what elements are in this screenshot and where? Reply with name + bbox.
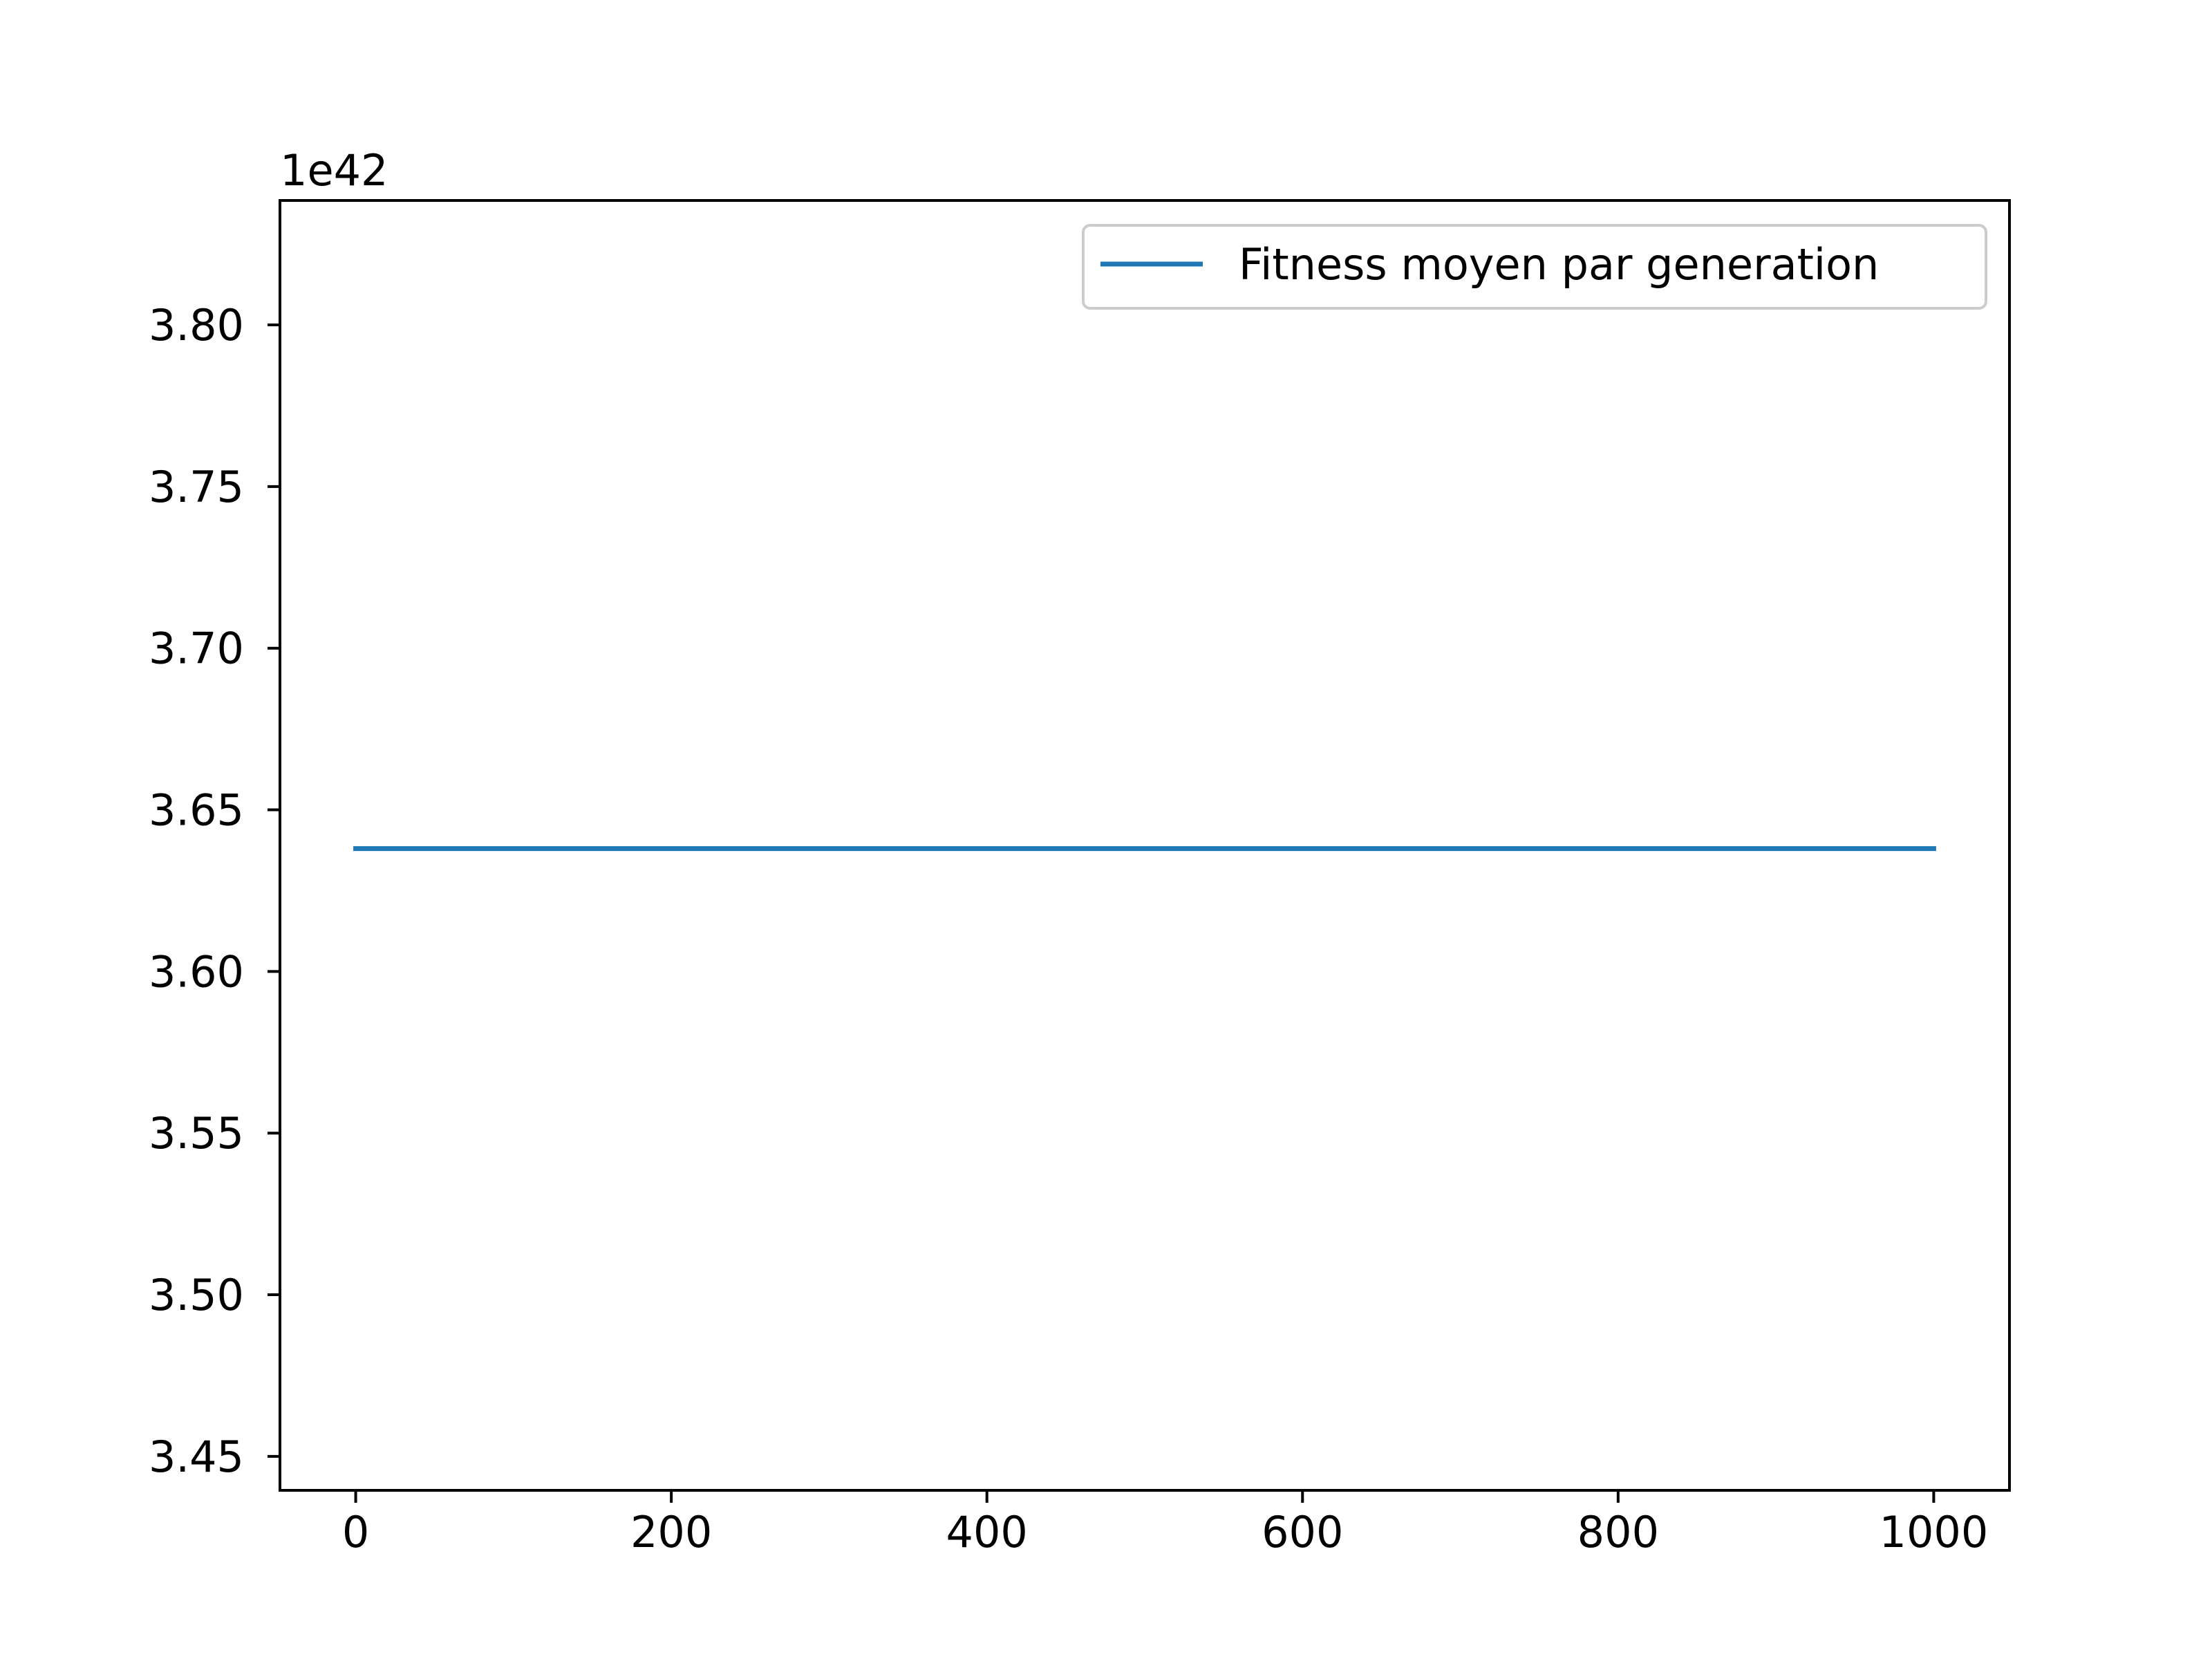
y-offset-label: 1e42 <box>280 145 388 196</box>
x-tick-label: 800 <box>1577 1507 1659 1557</box>
x-tick-label: 400 <box>946 1507 1028 1557</box>
x-tick-label: 600 <box>1262 1507 1343 1557</box>
legend-label: Fitness moyen par generation <box>1239 239 1879 290</box>
legend: Fitness moyen par generation <box>1082 224 1987 310</box>
legend-box <box>1082 224 1987 310</box>
y-tick-label: 3.70 <box>149 624 244 674</box>
x-axis: 0 200 400 600 800 1000 <box>342 1490 1988 1557</box>
y-tick-label: 3.55 <box>149 1108 244 1159</box>
y-tick-label: 3.50 <box>149 1270 244 1320</box>
x-tick-label: 0 <box>342 1507 369 1557</box>
x-tick-label: 1000 <box>1880 1507 1989 1557</box>
y-tick-label: 3.80 <box>149 300 244 350</box>
y-tick-label: 3.65 <box>149 785 244 836</box>
axes-frame <box>279 199 2011 1492</box>
y-axis: 3.45 3.50 3.55 3.60 3.65 3.70 3.75 3.80 <box>149 300 280 1482</box>
x-tick-label: 200 <box>630 1507 712 1557</box>
y-tick-label: 3.45 <box>149 1432 244 1482</box>
y-tick-label: 3.75 <box>149 462 244 512</box>
y-tick-label: 3.60 <box>149 946 244 997</box>
